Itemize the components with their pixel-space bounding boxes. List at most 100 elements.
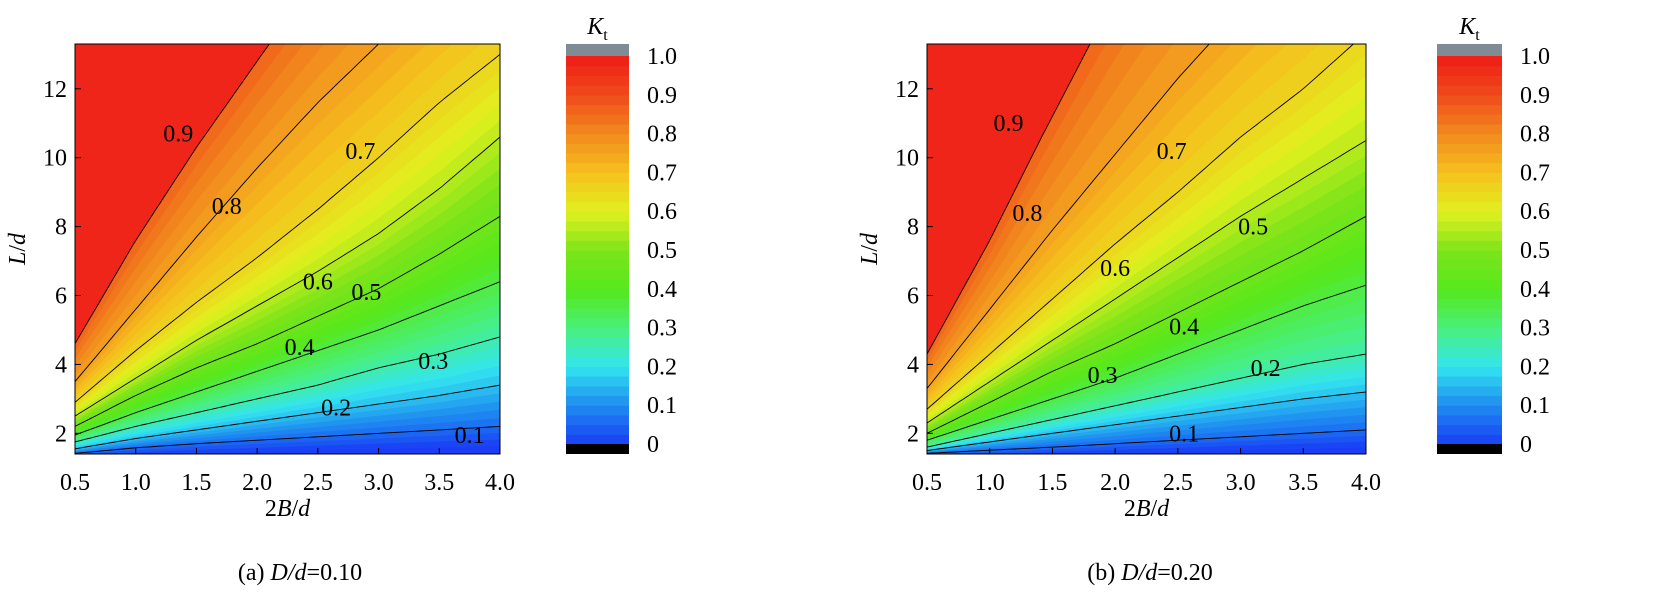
contour-line-0.6 bbox=[927, 140, 1366, 424]
colorbar-tick-label: 0.7 bbox=[1520, 160, 1550, 186]
contour-label-0.6: 0.6 bbox=[303, 270, 333, 296]
colorbar-b: 0 0.1 0.2 0.3 0.4 0.5 0.6 0.7 0.8 0.9 1.0 Kt bbox=[1437, 14, 1550, 458]
colorbar-band bbox=[566, 250, 629, 261]
colorbar-band bbox=[1437, 434, 1502, 445]
contour-fill-b bbox=[927, 44, 1366, 454]
x-tick-label: 4.0 bbox=[485, 470, 515, 496]
colorbar-band bbox=[566, 201, 629, 212]
y-tick-label: 8 bbox=[907, 215, 919, 241]
contour-label-0.6: 0.6 bbox=[1100, 256, 1130, 282]
colorbar-band bbox=[566, 191, 629, 203]
colorbar-band bbox=[1437, 395, 1502, 406]
colorbar-underflow bbox=[566, 444, 629, 454]
x-tick-label: 1.0 bbox=[121, 470, 151, 496]
contour-label-0.8: 0.8 bbox=[212, 194, 242, 220]
colorbar-tick-label: 0.7 bbox=[647, 160, 677, 186]
chart-panel-a: 0.90.80.70.6 0.50.40.30.20.10.5 1.0 1.5 2.0 2… bbox=[5, 14, 677, 522]
contour-line-0.4 bbox=[927, 284, 1366, 441]
colorbar-a: 0 0.1 0.2 0.3 0.4 0.5 0.6 0.7 0.8 0.9 1.0 Kt bbox=[566, 14, 677, 458]
colorbar-band bbox=[1437, 347, 1502, 358]
y-tick-label: 12 bbox=[895, 77, 919, 103]
colorbar-band bbox=[566, 298, 629, 309]
contour-line-0.1 bbox=[75, 425, 500, 454]
colorbar-band bbox=[1437, 366, 1502, 377]
x-tick-label: 2.5 bbox=[303, 470, 333, 496]
colorbar-band bbox=[566, 143, 629, 154]
x-tick-label: 1.5 bbox=[1037, 470, 1067, 496]
contour-label-0.9: 0.9 bbox=[163, 122, 193, 148]
contour-line-0.7 bbox=[75, 53, 500, 403]
colorbar-band bbox=[1437, 424, 1502, 435]
colorbar-tick-label: 0.8 bbox=[647, 122, 677, 148]
colorbar-tick-label: 0.6 bbox=[647, 199, 677, 225]
colorbar-band bbox=[1437, 385, 1502, 397]
colorbar-band bbox=[566, 230, 629, 241]
y-axis-label: L/d bbox=[857, 232, 883, 266]
colorbar-overflow bbox=[566, 44, 629, 56]
contour-line-0.4 bbox=[75, 281, 500, 436]
contour-line-0.6 bbox=[75, 136, 500, 417]
colorbar-band bbox=[566, 347, 629, 358]
colorbar-tick-label: 0.1 bbox=[647, 393, 677, 419]
contour-line-0.2 bbox=[75, 384, 500, 450]
x-axis-label: 2B/d bbox=[265, 496, 311, 522]
colorbar-band bbox=[1437, 65, 1502, 76]
colorbar-band bbox=[566, 337, 629, 348]
colorbar-band bbox=[566, 104, 629, 115]
colorbar-band bbox=[1437, 85, 1502, 96]
y-tick-label: 2 bbox=[55, 421, 67, 447]
contour-line-0.5 bbox=[927, 215, 1366, 434]
colorbar-band bbox=[566, 94, 629, 106]
colorbar-band bbox=[566, 434, 629, 445]
y-tick-label: 8 bbox=[55, 215, 67, 241]
y-tick-label: 10 bbox=[43, 146, 67, 172]
colorbar-tick-label: 0.4 bbox=[1520, 277, 1550, 303]
colorbar-band bbox=[1437, 337, 1502, 348]
colorbar-band bbox=[566, 279, 629, 290]
colorbar-band bbox=[1437, 201, 1502, 212]
chart-panel-b: 0.90.80.70.60.50.40.3 0.20.10.5 1.0 1.5 2.0 2… bbox=[857, 14, 1550, 522]
contour-line-0.9 bbox=[75, 44, 270, 344]
contour-label-0.1: 0.1 bbox=[1169, 421, 1199, 447]
x-tick-label: 4.0 bbox=[1351, 470, 1381, 496]
colorbar-band bbox=[566, 405, 629, 416]
contour-label-0.5: 0.5 bbox=[351, 280, 381, 306]
colorbar-band bbox=[1437, 327, 1502, 338]
colorbar-overflow bbox=[1437, 44, 1502, 56]
x-tick-label: 3.5 bbox=[424, 470, 454, 496]
x-tick-label: 2.0 bbox=[1100, 470, 1130, 496]
band-43 bbox=[1069, 447, 1366, 454]
colorbar-band bbox=[566, 288, 629, 300]
band-43 bbox=[160, 446, 500, 454]
contour-line-0.3 bbox=[927, 353, 1366, 448]
plot-frame bbox=[926, 43, 1367, 455]
contour-line-0.1 bbox=[927, 429, 1366, 454]
colorbar-band bbox=[566, 220, 629, 232]
colorbar-tick-label: 0.5 bbox=[1520, 238, 1550, 264]
colorbar-title: Kt bbox=[586, 14, 608, 44]
colorbar-tick-label: 0.2 bbox=[647, 354, 677, 380]
contour-label-0.2: 0.2 bbox=[1251, 356, 1281, 382]
x-tick-label: 1.0 bbox=[975, 470, 1005, 496]
contour-label-0.5: 0.5 bbox=[1238, 215, 1268, 241]
contour-label-0.7: 0.7 bbox=[345, 139, 375, 165]
colorbar-band bbox=[1437, 56, 1502, 67]
contour-label-0.3: 0.3 bbox=[418, 349, 448, 375]
colorbar-tick-label: 0.8 bbox=[1520, 122, 1550, 148]
colorbar-tick-label: 0.2 bbox=[1520, 354, 1550, 380]
colorbar-band bbox=[1437, 230, 1502, 241]
colorbar-band bbox=[1437, 405, 1502, 416]
colorbar-band bbox=[1437, 279, 1502, 290]
colorbar-band bbox=[566, 114, 629, 125]
colorbar-band bbox=[1437, 317, 1502, 329]
colorbar-band bbox=[566, 269, 629, 280]
colorbar-band bbox=[1437, 123, 1502, 135]
colorbar-band bbox=[1437, 288, 1502, 300]
colorbar-band bbox=[1437, 104, 1502, 115]
caption-b: (b) D/d=0.20 bbox=[1087, 560, 1213, 586]
caption-a: (a) D/d=0.10 bbox=[237, 560, 363, 586]
colorbar-band bbox=[1437, 153, 1502, 164]
colorbar-tick-label: 0.4 bbox=[647, 277, 677, 303]
y-tick-label: 4 bbox=[55, 352, 67, 378]
contour-label-0.2: 0.2 bbox=[321, 395, 351, 421]
